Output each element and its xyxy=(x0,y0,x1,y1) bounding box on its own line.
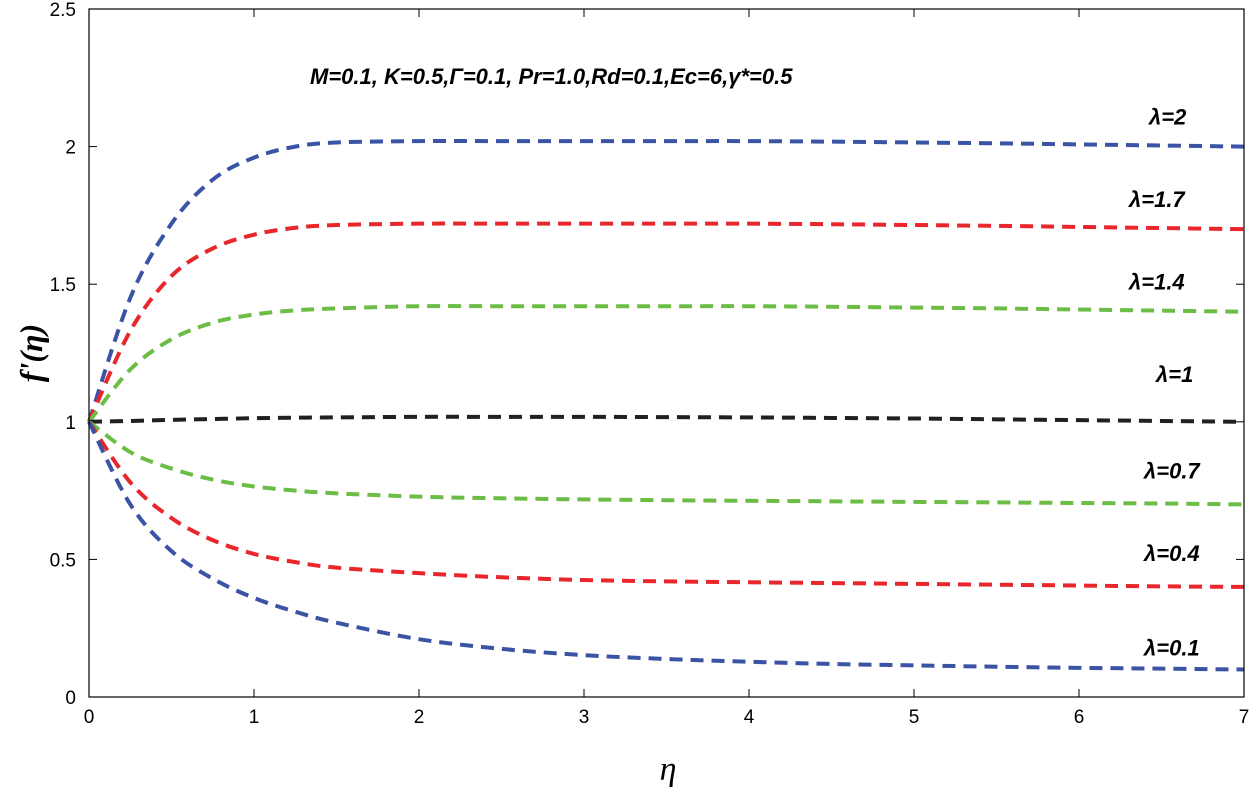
series-line-7 xyxy=(87,420,1245,672)
x-tick-label: 2 xyxy=(414,707,425,728)
y-tick-label: 2 xyxy=(65,138,76,159)
x-tick-label: 6 xyxy=(1074,707,1085,728)
series-line-2 xyxy=(87,221,1245,423)
y-axis-label: f'(η) xyxy=(13,324,49,382)
x-tick-label: 4 xyxy=(744,707,755,728)
y-tick-label: 2.5 xyxy=(50,0,76,21)
series-line-6 xyxy=(87,420,1245,589)
series-line-5 xyxy=(87,420,1245,507)
curve-label-7: λ=0.1 xyxy=(1143,635,1200,660)
y-tick-label: 1.5 xyxy=(50,275,76,296)
x-tick-label: 5 xyxy=(909,707,920,728)
x-tick-label: 1 xyxy=(249,707,260,728)
x-tick-label: 7 xyxy=(1239,707,1250,728)
x-axis-label: η xyxy=(660,751,677,788)
x-tick-label: 0 xyxy=(84,707,95,728)
curve-label-5: λ=0.7 xyxy=(1143,458,1201,483)
series-line-3 xyxy=(87,304,1245,424)
curve-label-1: λ=2 xyxy=(1148,105,1187,130)
curve-label-4: λ=1 xyxy=(1155,362,1193,387)
annotation-params: M=0.1, K=0.5,Γ=0.1, Pr=1.0,Rd=0.1,Ec=6,γ… xyxy=(310,64,793,89)
y-tick-label: 0.5 xyxy=(50,550,76,571)
plot-frame xyxy=(88,8,1245,698)
series-line-1 xyxy=(87,138,1245,423)
curve-label-3: λ=1.4 xyxy=(1128,270,1185,295)
y-tick-label: 1 xyxy=(65,413,76,434)
curve-label-2: λ=1.7 xyxy=(1128,187,1186,212)
y-tick-label: 0 xyxy=(65,688,76,709)
x-tick-label: 3 xyxy=(579,707,590,728)
series-line-4 xyxy=(88,414,1245,424)
curve-label-6: λ=0.4 xyxy=(1143,541,1200,566)
chart-annotation: M=0.1, K=0.5,Γ=0.1, Pr=1.0,Rd=0.1,Ec=6,γ… xyxy=(310,64,793,89)
